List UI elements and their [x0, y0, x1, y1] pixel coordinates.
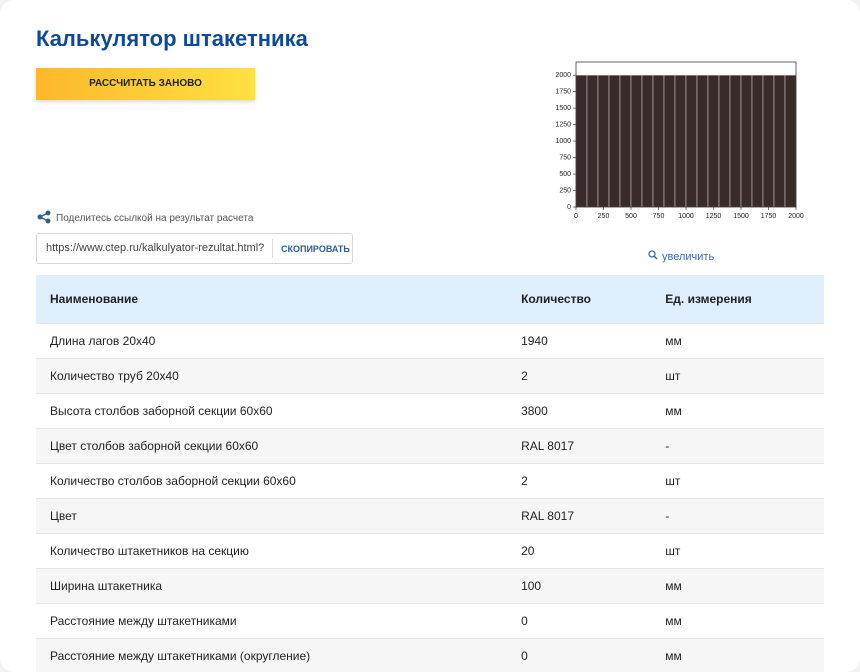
- x-tick-label: 1000: [678, 213, 694, 220]
- column-header: Наименование: [36, 275, 508, 324]
- table-cell: Высота столбов заборной секции 60х60: [36, 393, 508, 429]
- table-cell: 2: [507, 463, 652, 499]
- column-header: Количество: [507, 275, 652, 324]
- result-table: Наименование Количество Ед. измерения Длина…: [36, 275, 824, 672]
- table-cell: шт: [651, 463, 824, 499]
- bar: [652, 74, 665, 208]
- bar: [696, 74, 709, 208]
- table-cell: мм: [651, 603, 824, 639]
- table-row: Цвет RAL 8017-: [36, 498, 824, 534]
- table-cell: Количество труб 20х40: [36, 358, 508, 394]
- table-cell: мм: [651, 638, 824, 672]
- bar: [762, 74, 775, 208]
- table-cell: 2: [507, 358, 652, 394]
- y-tick-label: 2000: [555, 72, 571, 79]
- table-cell: RAL 8017: [507, 428, 652, 464]
- table-row: Количество труб 20х40 2 шт: [36, 358, 824, 394]
- table-cell: 3800: [507, 393, 652, 429]
- table-row: Количество штакетников на секцию 20 шт: [36, 533, 824, 569]
- table-cell: Цвет столбов заборной секции 60х60: [36, 428, 508, 464]
- table-cell: 100: [507, 568, 652, 604]
- table-cell: шт: [651, 358, 824, 394]
- table-cell: Цвет: [36, 498, 508, 534]
- table-row: Высота столбов заборной секции 60х60 3800…: [36, 393, 824, 429]
- table-cell: мм: [651, 323, 824, 359]
- url-field[interactable]: https://www.ctep.ru/kalkulyator-rezultat…: [36, 233, 353, 264]
- y-tick-label: 1500: [555, 105, 571, 112]
- url-text[interactable]: https://www.ctep.ru/kalkulyator-rezultat…: [46, 242, 265, 254]
- bar: [729, 74, 742, 208]
- bar: [663, 74, 676, 208]
- bar: [641, 74, 654, 208]
- bar: [707, 74, 720, 208]
- x-tick-label: 1750: [761, 213, 777, 220]
- x-tick-label: 1250: [706, 213, 722, 220]
- x-tick-label: 250: [598, 213, 610, 220]
- share-block: Поделитесь ссылкой на результат расчета: [37, 210, 253, 227]
- page-title: Калькулятор штакетника: [36, 26, 308, 51]
- x-tick-label: 750: [653, 213, 665, 220]
- bar: [619, 74, 632, 208]
- table-cell: Ширина штакетника: [36, 568, 508, 604]
- x-tick-label: 500: [625, 213, 637, 220]
- table-cell: -: [651, 498, 824, 534]
- table-row: Расстояние между штакетниками (округлени…: [36, 638, 824, 672]
- y-tick-label: 1000: [555, 138, 571, 145]
- zoom-label[interactable]: увеличить: [662, 251, 715, 263]
- table-cell: 20: [507, 533, 652, 569]
- zoom-icon: [648, 250, 658, 260]
- table-row: Цвет столбов заборной секции 60х60 RAL 80…: [36, 428, 824, 464]
- table-cell: Количество штакетников на секцию: [36, 533, 508, 569]
- share-icon[interactable]: [37, 210, 51, 224]
- table-cell: 0: [507, 638, 652, 672]
- table-cell: -: [651, 428, 824, 464]
- table-row: Расстояние между штакетниками 0 мм: [36, 603, 824, 639]
- bar: [751, 74, 764, 208]
- x-tick-label: 2000: [788, 213, 804, 220]
- bar: [674, 74, 687, 208]
- y-tick-label: 750: [559, 154, 571, 161]
- table-row: Длина лагов 20х40 1940 мм: [36, 323, 824, 359]
- table-cell: мм: [651, 393, 824, 429]
- table-cell: 0: [507, 603, 652, 639]
- bar: [608, 74, 621, 208]
- bar: [597, 74, 610, 208]
- bar: [773, 74, 786, 208]
- table-cell: Длина лагов 20х40: [36, 323, 508, 359]
- bar: [586, 74, 599, 208]
- table-cell: мм: [651, 568, 824, 604]
- bar: [740, 74, 753, 208]
- table-cell: Расстояние между штакетниками: [36, 603, 508, 639]
- y-tick-label: 0: [567, 204, 571, 211]
- zoom-link[interactable]: увеличить: [648, 250, 714, 263]
- bar: [575, 74, 588, 208]
- share-label: Поделитесь ссылкой на результат расчета: [56, 213, 254, 224]
- separator: [272, 239, 273, 258]
- y-tick-label: 250: [559, 187, 571, 194]
- copy-button[interactable]: СКОПИРОВАТЬ: [281, 244, 350, 254]
- y-tick-label: 1750: [555, 89, 571, 96]
- table-row: Количество столбов заборной секции 60х60…: [36, 463, 824, 499]
- x-tick-label: 1500: [733, 213, 749, 220]
- y-tick-label: 500: [559, 171, 571, 178]
- fence-chart: 0 250 500 750 1000 1250 1500 1750 2000 0 250 500 750…: [555, 61, 804, 220]
- bar: [784, 74, 797, 208]
- bar: [685, 74, 698, 208]
- x-tick-label: 0: [574, 213, 578, 220]
- bar: [718, 74, 731, 208]
- table-row: Ширина штакетника 100 мм: [36, 568, 824, 604]
- table-cell: 1940: [507, 323, 652, 359]
- bar: [630, 74, 643, 208]
- table-cell: Расстояние между штакетниками (округлени…: [36, 638, 508, 672]
- y-tick-label: 1250: [555, 121, 571, 128]
- table-cell: шт: [651, 533, 824, 569]
- table-cell: Количество столбов заборной секции 60х60: [36, 463, 508, 499]
- table-cell: RAL 8017: [507, 498, 652, 534]
- recalculate-button[interactable]: РАССЧИТАТЬ ЗАНОВО: [36, 68, 255, 100]
- column-header: Ед. измерения: [651, 275, 824, 324]
